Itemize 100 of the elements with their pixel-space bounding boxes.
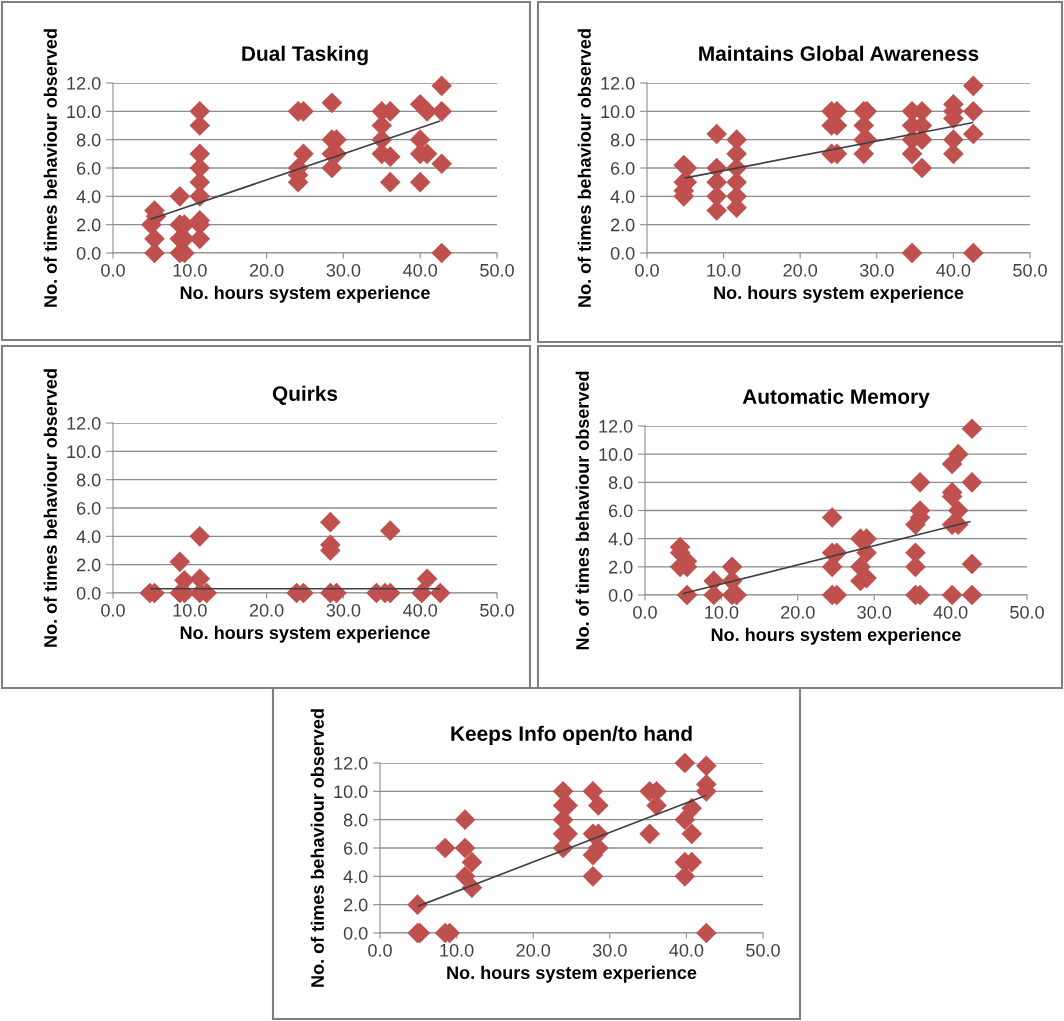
- x-tick-label: 40.0: [933, 605, 968, 619]
- point: [963, 75, 984, 97]
- y-tick-label: 12.0: [67, 76, 101, 90]
- x-tick-label: 30.0: [857, 605, 892, 619]
- point: [674, 752, 696, 774]
- point: [189, 526, 211, 547]
- point: [189, 228, 211, 250]
- point: [901, 242, 923, 264]
- y-tick-label: 2.0: [77, 558, 101, 572]
- point: [454, 837, 476, 859]
- point: [676, 584, 698, 606]
- point: [905, 556, 926, 578]
- y-tick-label: 2.0: [77, 218, 101, 232]
- x-tick-label: 20.0: [516, 943, 551, 957]
- point: [963, 101, 984, 122]
- point: [379, 520, 401, 541]
- y-tick-label: 8.0: [608, 476, 633, 490]
- x-tick-label: 20.0: [249, 263, 284, 277]
- y-tick-label: 10.0: [601, 105, 635, 119]
- x-axis-title: No. hours system experience: [714, 285, 964, 303]
- y-tick-label: 10.0: [67, 445, 101, 459]
- point: [674, 809, 696, 830]
- point: [582, 866, 604, 887]
- point: [429, 582, 451, 604]
- point: [681, 823, 703, 845]
- point: [821, 556, 843, 578]
- x-tick-label: 20.0: [781, 605, 815, 619]
- x-axis-title: No. hours system experience: [180, 625, 430, 643]
- point: [961, 584, 983, 606]
- point: [911, 157, 933, 179]
- x-tick-label: 0.0: [101, 603, 125, 617]
- x-tick-label: 10.0: [173, 263, 207, 277]
- chart-title: Maintains Global Awareness: [699, 45, 979, 61]
- y-tick-label: 2.0: [609, 560, 633, 574]
- point: [681, 798, 703, 819]
- y-tick-label: 0.0: [76, 586, 101, 600]
- y-tick-label: 12.0: [601, 76, 635, 90]
- y-tick-label: 0.0: [76, 246, 101, 260]
- x-tick-label: 0.0: [368, 943, 392, 957]
- x-tick-label: 50.0: [1013, 263, 1047, 277]
- x-tick-label: 10.0: [440, 943, 474, 957]
- point: [856, 542, 877, 564]
- point: [588, 795, 609, 816]
- point: [189, 186, 211, 207]
- y-tick-label: 4.0: [610, 190, 635, 204]
- chart-title: Automatic Memory: [742, 388, 930, 409]
- y-tick-label: 12.0: [599, 419, 633, 433]
- point: [582, 781, 604, 802]
- point: [674, 866, 696, 887]
- point: [706, 123, 728, 145]
- point: [821, 507, 843, 528]
- point: [696, 922, 717, 944]
- point: [407, 894, 428, 915]
- y-tick-label: 8.0: [343, 813, 368, 827]
- point: [371, 115, 393, 136]
- x-tick-label: 0.0: [101, 263, 125, 277]
- y-tick-label: 6.0: [77, 501, 101, 515]
- point: [696, 755, 717, 777]
- y-axis-title: No. of times behaviour observed: [575, 371, 589, 650]
- x-tick-label: 50.0: [480, 603, 514, 617]
- x-tick-label: 30.0: [592, 943, 627, 957]
- x-axis-title: No. hours system experience: [180, 285, 430, 303]
- chart-title: Keeps Info open/to hand: [451, 725, 692, 746]
- point: [434, 837, 456, 859]
- point: [963, 123, 984, 145]
- point: [943, 143, 964, 165]
- x-tick-label: 50.0: [746, 943, 780, 957]
- point: [941, 584, 963, 606]
- point: [947, 443, 969, 465]
- x-tick-label: 10.0: [173, 603, 207, 617]
- point: [706, 200, 728, 221]
- y-tick-label: 0.0: [343, 926, 368, 940]
- x-tick-label: 30.0: [326, 263, 361, 277]
- point: [431, 75, 452, 97]
- y-tick-label: 10.0: [599, 448, 633, 461]
- y-tick-label: 0.0: [610, 246, 635, 260]
- y-axis-title: No. of times behaviour observed: [577, 29, 591, 307]
- y-tick-label: 4.0: [76, 530, 101, 544]
- y-tick-label: 6.0: [77, 161, 101, 175]
- y-axis-title: No. of times behaviour observed: [43, 29, 57, 307]
- point: [431, 242, 452, 264]
- point: [646, 795, 667, 816]
- y-tick-label: 6.0: [611, 161, 635, 175]
- x-axis-title: No. hours system experience: [447, 965, 697, 983]
- point: [639, 823, 660, 845]
- x-tick-label: 40.0: [403, 603, 438, 617]
- y-tick-label: 2.0: [611, 218, 635, 232]
- x-tick-label: 0.0: [635, 263, 659, 277]
- y-tick-label: 8.0: [76, 473, 101, 487]
- point: [961, 472, 983, 493]
- x-tick-label: 20.0: [249, 603, 284, 617]
- point: [409, 171, 431, 193]
- point: [321, 92, 343, 114]
- x-tick-label: 40.0: [403, 263, 438, 277]
- x-tick-label: 30.0: [859, 263, 894, 277]
- point: [189, 115, 211, 136]
- point: [943, 129, 964, 150]
- chart-title: Dual Tasking: [242, 45, 368, 66]
- chart-title: Quirks: [272, 385, 338, 405]
- x-axis-title: No. hours system experience: [711, 627, 961, 645]
